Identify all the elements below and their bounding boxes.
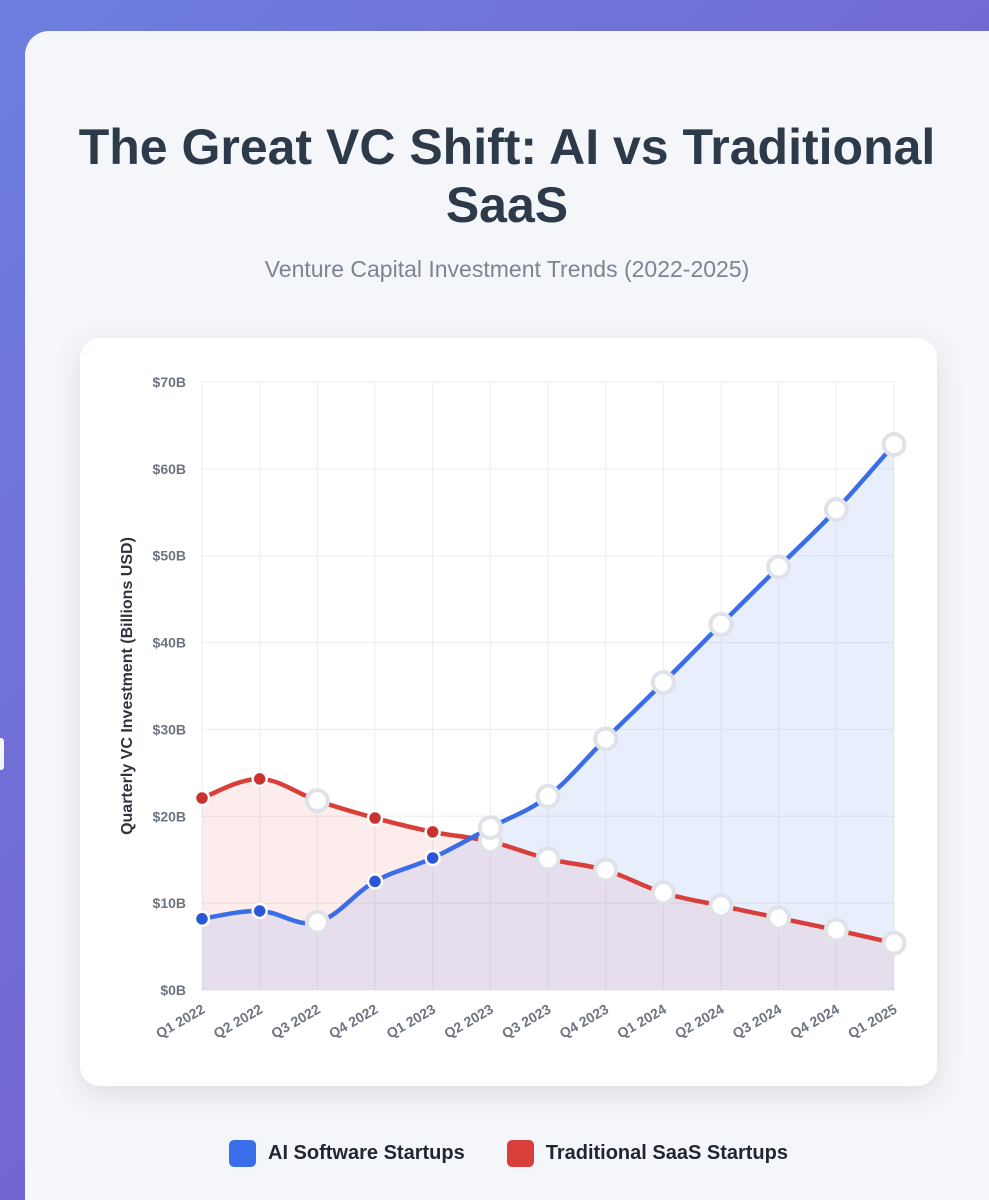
area-fill-ai: [202, 444, 894, 991]
legend-swatch-ai: [229, 1140, 256, 1167]
point-ai-q4-2023[interactable]: [593, 726, 619, 752]
legend-label-saas: Traditional SaaS Startups: [545, 1142, 788, 1164]
point-ai-q2-2023[interactable]: [477, 815, 503, 841]
legend-swatch-saas: [506, 1140, 534, 1167]
area-fill-saas: [202, 778, 894, 990]
y-tick-label: $60B: [153, 461, 186, 477]
x-tick-label: Q4 2022: [326, 1001, 381, 1042]
point-saas-q1-2022[interactable]: [193, 789, 211, 807]
chart-card: $0B $10B $20B $30B $40B $50B $60B $70B Q1 2022 Q2…: [80, 338, 937, 1086]
legend-item-saas[interactable]: Traditional SaaS Startups: [506, 1140, 788, 1167]
y-tick-label: $0B: [160, 982, 186, 998]
point-ai-q3-2022[interactable]: [304, 909, 330, 935]
x-tick-label: Q4 2024: [787, 1001, 842, 1042]
x-tick-label: Q2 2022: [211, 1001, 266, 1042]
point-ai-q4-2024[interactable]: [823, 497, 849, 523]
x-tick-label: Q1 2022: [153, 1001, 208, 1042]
point-saas-q1-2025[interactable]: [881, 930, 907, 956]
y-tick-label: $40B: [153, 635, 186, 651]
x-tick-label: Q2 2023: [441, 1001, 496, 1042]
y-tick-label: $30B: [153, 721, 186, 737]
x-tick-label: Q3 2023: [499, 1001, 554, 1042]
x-tick-label: Q3 2022: [268, 1001, 323, 1042]
page-title: The Great VC Shift: AI vs Traditional Sa…: [78, 119, 936, 233]
y-tick-label: $10B: [153, 895, 186, 911]
page-subtitle: Venture Capital Investment Trends (2022-…: [264, 256, 750, 282]
x-tick-label: Q1 2024: [614, 1001, 669, 1042]
point-saas-q3-2022[interactable]: [304, 788, 330, 814]
chart-legend: AI Software Startups Traditional SaaS St…: [0, 1140, 989, 1167]
side-tab: [0, 738, 4, 770]
point-saas-q4-2022[interactable]: [366, 809, 384, 827]
x-tick-label: Q2 2024: [672, 1001, 727, 1042]
point-ai-q1-2024[interactable]: [650, 670, 676, 696]
point-ai-q4-2022[interactable]: [366, 873, 384, 890]
legend-label-ai: AI Software Startups: [268, 1142, 465, 1164]
x-tick-label: Q1 2025: [845, 1001, 900, 1042]
point-saas-q3-2024[interactable]: [766, 905, 792, 931]
point-ai-q1-2022[interactable]: [193, 910, 211, 928]
point-saas-q1-2024[interactable]: [650, 880, 676, 906]
y-tick-label: $20B: [153, 808, 186, 824]
x-tick-label: Q1 2023: [384, 1001, 439, 1042]
point-saas-q2-2024[interactable]: [708, 893, 734, 919]
x-tick-label: Q3 2024: [730, 1001, 785, 1042]
point-saas-q3-2023[interactable]: [535, 846, 561, 872]
point-ai-q3-2024[interactable]: [766, 554, 792, 580]
y-tick-label: $50B: [153, 548, 186, 564]
point-saas-q4-2024[interactable]: [823, 917, 849, 943]
y-axis-label: Quarterly VC Investment (Billions USD): [119, 537, 136, 835]
point-ai-q2-2022[interactable]: [251, 902, 268, 920]
point-ai-q1-2023[interactable]: [424, 849, 441, 867]
legend-item-ai[interactable]: AI Software Startups: [229, 1140, 465, 1167]
x-tick-label: Q4 2023: [557, 1001, 612, 1042]
point-ai-q1-2025[interactable]: [881, 432, 907, 458]
point-ai-q3-2023[interactable]: [535, 783, 561, 809]
y-tick-label: $70B: [153, 374, 186, 390]
point-saas-q1-2023[interactable]: [424, 823, 441, 841]
point-saas-q4-2023[interactable]: [593, 857, 619, 883]
point-ai-q2-2024[interactable]: [708, 611, 734, 637]
point-saas-q2-2022[interactable]: [251, 770, 268, 788]
